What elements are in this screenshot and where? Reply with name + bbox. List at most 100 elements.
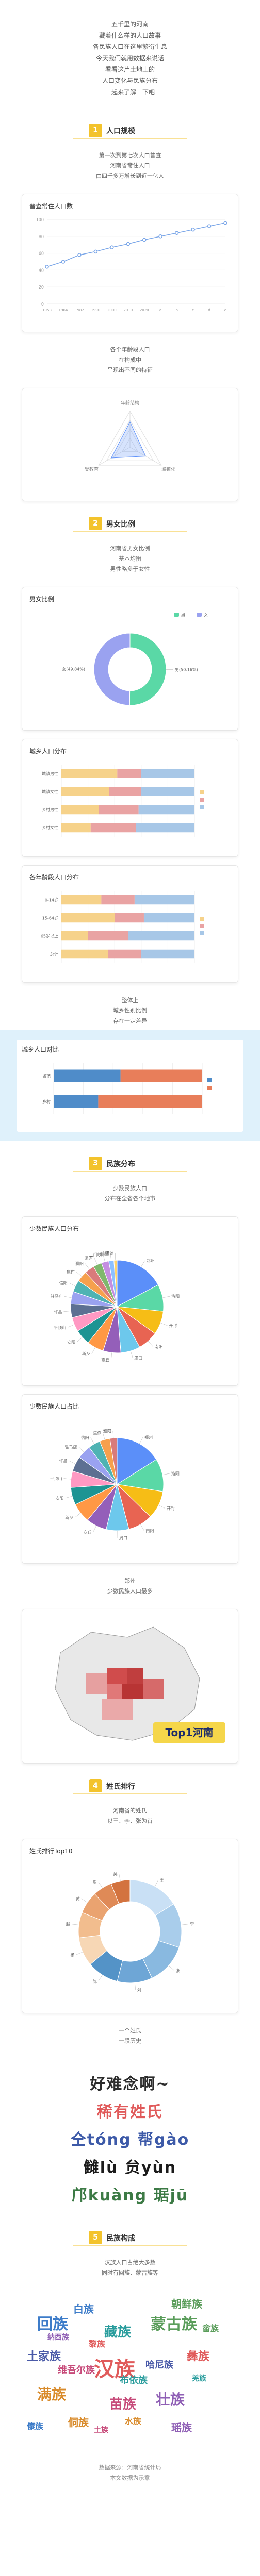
bar-segment <box>141 787 194 796</box>
y-tick-label: 0-14岁 <box>45 897 58 903</box>
section-header-4: 4 姓氏排行 <box>53 1777 207 1794</box>
bar-segment <box>54 1095 99 1108</box>
intro-line: 藏着什么样的人口故事 <box>99 32 161 39</box>
henan-map: Top1河南 <box>55 1626 225 1743</box>
bar-segment <box>61 913 115 923</box>
comparison-band: 城乡人口对比 城镇 乡村 <box>0 1030 260 1141</box>
slice-label: 男(50.16%) <box>175 667 198 672</box>
section-number: 4 <box>89 1779 102 1792</box>
map-cell <box>143 1679 164 1699</box>
caption-line: 河南省常住人口 <box>110 162 150 169</box>
slice-label: 赵 <box>66 1922 70 1927</box>
slice-label: 周 <box>93 1880 97 1885</box>
caption-line: 郑州 <box>124 1578 136 1584</box>
chart-title: 男女比例 <box>29 596 55 603</box>
section-number: 2 <box>89 517 102 530</box>
section-number: 5 <box>89 2231 102 2244</box>
wordcloud-word: 土家族 <box>27 2350 61 2363</box>
series-line <box>46 222 226 267</box>
slice-label: 黄 <box>76 1896 80 1901</box>
leader-line <box>154 1879 159 1887</box>
caption-line: 一段历史 <box>119 2038 141 2044</box>
slice-label: 漯河 <box>85 1256 93 1261</box>
slice-label: 三门峡 <box>89 1252 102 1258</box>
data-point <box>45 265 49 269</box>
bar-segment <box>61 805 99 815</box>
gender-slice <box>93 633 131 706</box>
chart-title: 少数民族人口占比 <box>29 1403 79 1410</box>
wordcloud-word: 朝鲜族 <box>171 2298 202 2310</box>
y-tick-label: 城镇 <box>42 1073 51 1078</box>
caption-line: 呈现出不同的特征 <box>107 367 153 374</box>
footer-line: 数据来源：河南省统计局 <box>99 2464 161 2471</box>
caption-line: 第一次到第七次人口普查 <box>99 152 161 159</box>
bar-segment <box>117 769 141 778</box>
slice-label: 平顶山 <box>54 1325 66 1330</box>
caption-line: 汉族人口占绝大多数 <box>104 2259 156 2266</box>
legend-swatch <box>200 805 204 809</box>
wordcloud-word: 壮族 <box>156 2391 185 2408</box>
leader-line <box>148 1341 153 1347</box>
caption-line: 整体上 <box>121 997 139 1004</box>
wordcloud-word: 黎族 <box>89 2339 106 2349</box>
section-caption: 第一次到第七次人口普查 河南省常住人口 由四千多万增长到近一亿人 <box>0 146 260 185</box>
leader-line <box>130 1351 133 1358</box>
bar-segment <box>88 931 128 941</box>
slice-label: 安阳 <box>67 1340 75 1345</box>
leader-line <box>81 1898 88 1903</box>
legend <box>200 917 204 935</box>
y-tick-label: 100 <box>36 217 44 222</box>
section-title: 人口规模 <box>106 127 135 135</box>
bar-segment <box>138 805 194 815</box>
section-header-2: 2 男女比例 <box>53 515 207 532</box>
leader-line <box>163 1473 170 1476</box>
leader-line <box>181 1924 189 1925</box>
map-card: Top1河南 <box>22 1609 238 1764</box>
caption-line: 由四千多万增长到近一亿人 <box>96 173 164 179</box>
legend-swatch <box>200 917 204 921</box>
slice-label: 刘 <box>137 1987 141 1992</box>
ethnic2-slice <box>116 1459 164 1492</box>
x-tick-label: e <box>224 308 226 312</box>
wordcloud-word: 纳西族 <box>47 2333 69 2342</box>
leader-line <box>141 1260 145 1267</box>
intro-line: 五千里的河南 <box>111 21 149 28</box>
map-cell <box>122 1684 143 1699</box>
leader-line <box>98 1882 103 1888</box>
map-highlight-cells <box>86 1668 164 1720</box>
intro-line: 看看这片土地上的 <box>105 66 155 73</box>
wordcloud-word: 回族 <box>37 2315 68 2333</box>
section-underline <box>73 1171 187 1172</box>
leader-line <box>65 1496 73 1499</box>
leader-line <box>163 1296 170 1298</box>
caption-line: 基本均衡 <box>119 555 141 562</box>
section-underline <box>73 2245 187 2246</box>
caption-line: 河南省男女比例 <box>110 545 150 552</box>
legend-swatch <box>207 1078 212 1082</box>
slice-label: 濮阳 <box>75 1261 84 1266</box>
y-tick-label: 20 <box>39 285 44 290</box>
radar-ring <box>98 411 162 466</box>
wordcloud-word: 哈尼族 <box>145 2360 173 2370</box>
leader-line <box>69 1460 76 1464</box>
slice-label: 新乡 <box>65 1515 73 1520</box>
legend-swatch <box>197 613 202 617</box>
gender-donut-card: 男女比例 男女男(50.16%) 女(49.84%) <box>22 587 238 731</box>
section-caption: 少数民族人口 分布在全省各个地市 <box>0 1179 260 1208</box>
y-tick-label: 15-64岁 <box>42 916 58 921</box>
slice-label: 张 <box>176 1968 180 1973</box>
rare-line-4: 雠lù 贠yùn <box>83 2159 177 2177</box>
y-tick-label: 0 <box>41 302 44 307</box>
age-bar-card: 各年龄段人口分布 0-14岁 15-64岁 65岁以上 总计 <box>22 865 238 983</box>
slice-label: 新乡 <box>82 1351 90 1357</box>
data-point <box>93 249 98 254</box>
leader-line <box>168 1965 174 1971</box>
slice-label: 周口 <box>134 1356 142 1361</box>
section-caption: 汉族人口占绝大多数 同时有回族、蒙古族等 <box>0 2253 260 2282</box>
x-tick-label: 2010 <box>123 308 133 312</box>
leader-line <box>110 1253 112 1261</box>
bar-segment <box>90 823 136 833</box>
section-header-3: 3 民族分布 <box>53 1155 207 1172</box>
